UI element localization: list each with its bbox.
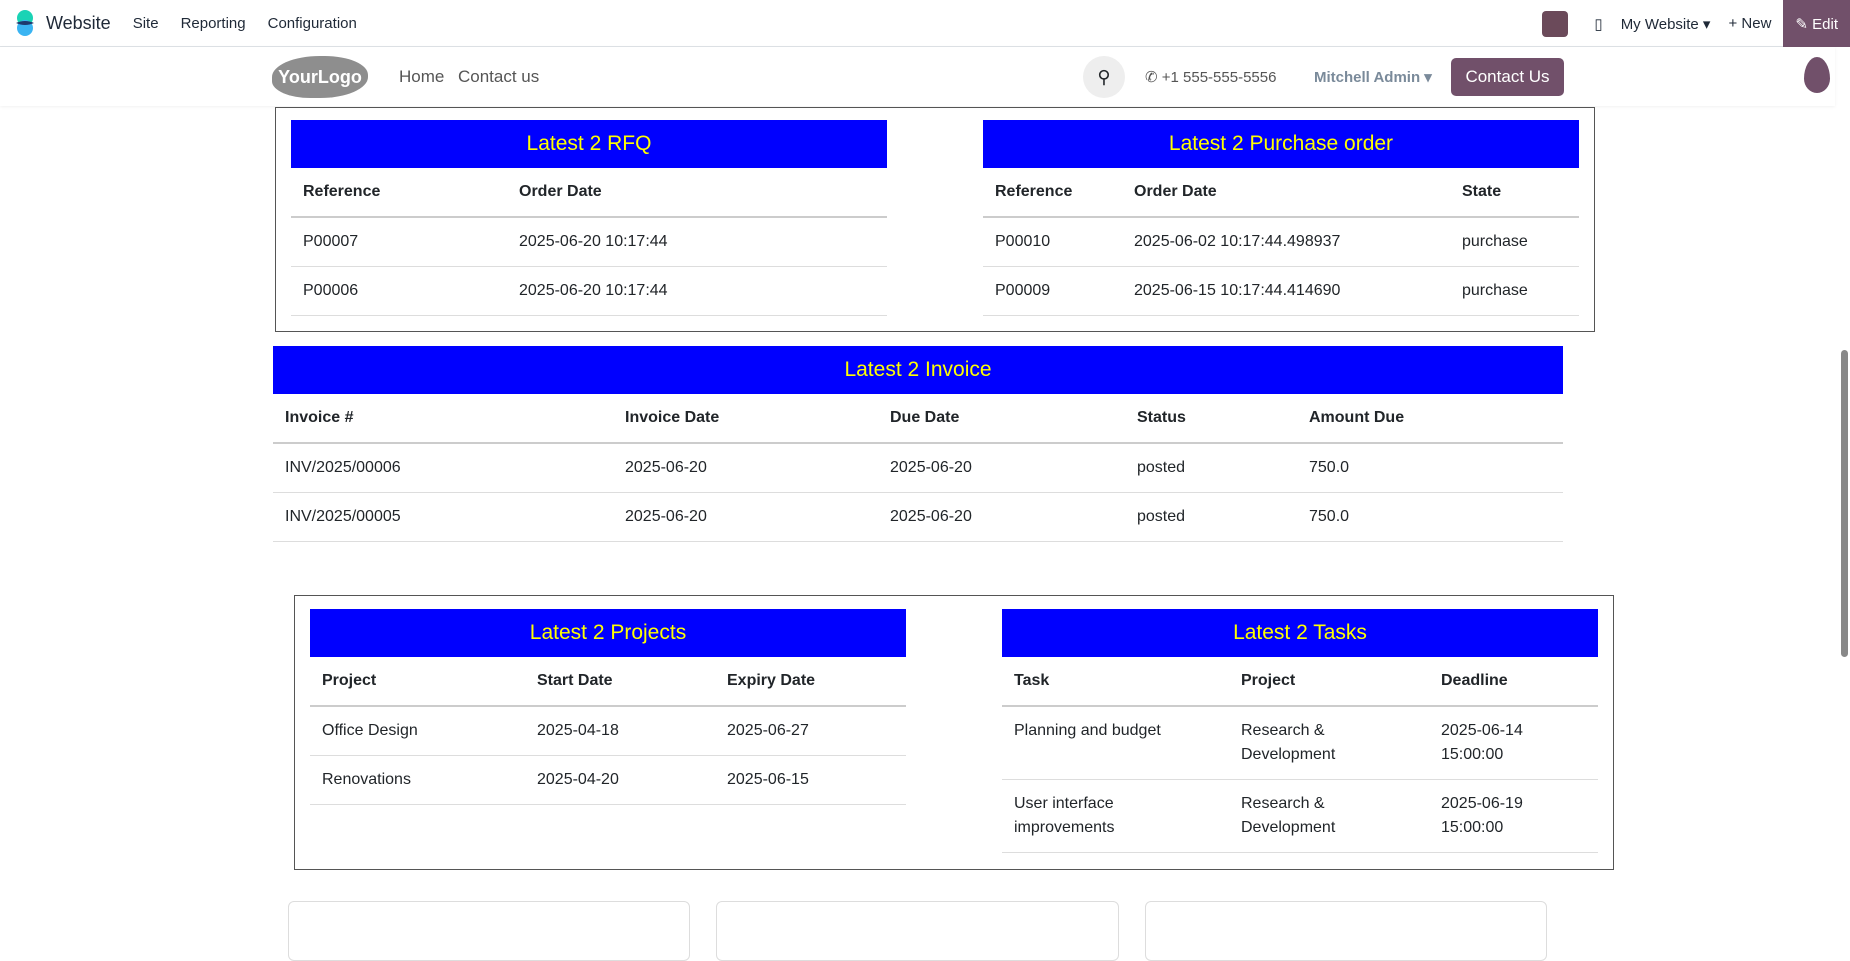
project-section [294, 595, 1614, 870]
theme-drop-icon[interactable] [1804, 57, 1830, 93]
cell: 2025-06-20 [878, 492, 1125, 542]
col-header: Deadline [1429, 657, 1598, 707]
website-switcher[interactable]: My Website ▾ [1620, 15, 1711, 33]
rfq-table: Latest 2 RFQ Reference Order Date P00007 2… [291, 120, 887, 316]
card [716, 901, 1119, 961]
table-row: P00010 2025-06-02 10:17:44.498937 purchase [983, 217, 1579, 267]
website-header: YourLogo Home Contact us ⚲ ✆ +1 555-555-… [0, 47, 1835, 106]
col-header: Start Date [525, 657, 715, 707]
tasks-title: Latest 2 Tasks [1002, 609, 1598, 657]
edit-button[interactable]: ✎ Edit [1783, 0, 1850, 47]
search-icon[interactable]: ⚲ [1083, 56, 1125, 98]
card [288, 901, 690, 961]
nav-home[interactable]: Home [399, 67, 445, 86]
col-header: Invoice Date [613, 394, 878, 444]
po-table: Latest 2 Purchase order Reference Order D… [983, 120, 1579, 316]
col-header: State [1450, 168, 1579, 218]
menu-reporting[interactable]: Reporting [180, 14, 246, 32]
col-header: Due Date [878, 394, 1125, 444]
col-header: Project [310, 657, 525, 707]
cell: 2025-06-14 15:00:00 [1429, 706, 1598, 780]
cell: posted [1125, 443, 1297, 493]
col-header: Status [1125, 394, 1297, 444]
cell: Renovations [310, 755, 525, 805]
cell: P00007 [291, 217, 507, 267]
user-avatar[interactable] [1542, 10, 1569, 37]
table-row: INV/2025/00006 2025-06-20 2025-06-20 posted… [273, 443, 1563, 493]
cell: 2025-04-20 [525, 755, 715, 805]
col-header: Expiry Date [715, 657, 906, 707]
col-header: Reference [983, 168, 1122, 218]
table-row: Planning and budget Research & Developmen… [1002, 706, 1598, 780]
odoo-topbar: Website Site Reporting Configuration ▯ M… [0, 0, 1850, 47]
cell: INV/2025/00005 [273, 492, 613, 542]
cell: 2025-06-20 [613, 492, 878, 542]
col-header: Order Date [507, 168, 887, 218]
cell: Research & Development [1229, 779, 1429, 853]
rfq-title: Latest 2 RFQ [291, 120, 887, 168]
col-header: Task [1002, 657, 1229, 707]
col-header: Amount Due [1297, 394, 1563, 444]
purchase-section [275, 107, 1595, 332]
cell: 2025-06-02 10:17:44.498937 [1122, 217, 1450, 267]
website-app-icon [16, 10, 34, 36]
projects-title: Latest 2 Projects [310, 609, 906, 657]
table-row: Renovations 2025-04-20 2025-06-15 [310, 755, 906, 805]
cell: 2025-06-19 15:00:00 [1429, 779, 1598, 853]
app-name: Website [46, 12, 111, 33]
app-brand[interactable]: Website [12, 10, 111, 36]
invoice-table: Latest 2 Invoice Invoice # Invoice Date Du… [273, 346, 1563, 542]
scrollbar[interactable] [1838, 106, 1850, 931]
table-row: INV/2025/00005 2025-06-20 2025-06-20 posted… [273, 492, 1563, 542]
cell: 2025-06-20 [613, 443, 878, 493]
phone-text: +1 555-555-5556 [1161, 69, 1277, 86]
tasks-table: Latest 2 Tasks Task Project Deadline Plann… [1002, 609, 1598, 853]
table-row: P00006 2025-06-20 10:17:44 [291, 266, 887, 316]
cell: purchase [1450, 266, 1579, 316]
table-row: Office Design 2025-04-18 2025-06-27 [310, 706, 906, 756]
cell: 750.0 [1297, 492, 1563, 542]
col-header: Project [1229, 657, 1429, 707]
cell: P00006 [291, 266, 507, 316]
projects-table: Latest 2 Projects Project Start Date Expir… [310, 609, 906, 805]
cell: Office Design [310, 706, 525, 756]
invoice-title: Latest 2 Invoice [273, 346, 1563, 394]
contact-us-button[interactable]: Contact Us [1451, 58, 1564, 96]
cell: P00009 [983, 266, 1122, 316]
cell: 2025-06-27 [715, 706, 906, 756]
site-logo[interactable]: YourLogo [272, 56, 368, 98]
menu-site[interactable]: Site [132, 14, 159, 32]
card [1145, 901, 1547, 961]
cell: purchase [1450, 217, 1579, 267]
cell: Planning and budget [1002, 706, 1229, 780]
po-title: Latest 2 Purchase order [983, 120, 1579, 168]
cell: INV/2025/00006 [273, 443, 613, 493]
cell: 2025-06-20 [878, 443, 1125, 493]
scrollbar-thumb[interactable] [1841, 350, 1848, 657]
table-row: User interface improvements Research & De… [1002, 779, 1598, 853]
phone-icon: ✆ [1145, 69, 1162, 86]
mobile-preview-icon[interactable]: ▯ [1594, 15, 1603, 33]
col-header: Reference [291, 168, 507, 218]
cell: 2025-06-15 [715, 755, 906, 805]
cell: 750.0 [1297, 443, 1563, 493]
table-row: P00007 2025-06-20 10:17:44 [291, 217, 887, 267]
phone-number[interactable]: ✆ +1 555-555-5556 [1145, 68, 1276, 86]
cell: 2025-06-20 10:17:44 [507, 217, 887, 267]
cell: 2025-04-18 [525, 706, 715, 756]
col-header: Invoice # [273, 394, 613, 444]
cell: 2025-06-15 10:17:44.414690 [1122, 266, 1450, 316]
cell: User interface improvements [1002, 779, 1229, 853]
table-row: P00009 2025-06-15 10:17:44.414690 purchase [983, 266, 1579, 316]
cell: 2025-06-20 10:17:44 [507, 266, 887, 316]
new-button[interactable]: + New [1728, 15, 1772, 32]
cell: posted [1125, 492, 1297, 542]
user-menu[interactable]: Mitchell Admin ▾ [1314, 69, 1432, 86]
col-header: Order Date [1122, 168, 1450, 218]
nav-contact[interactable]: Contact us [458, 67, 540, 86]
cell: Research & Development [1229, 706, 1429, 780]
menu-configuration[interactable]: Configuration [267, 14, 357, 32]
cell: P00010 [983, 217, 1122, 267]
